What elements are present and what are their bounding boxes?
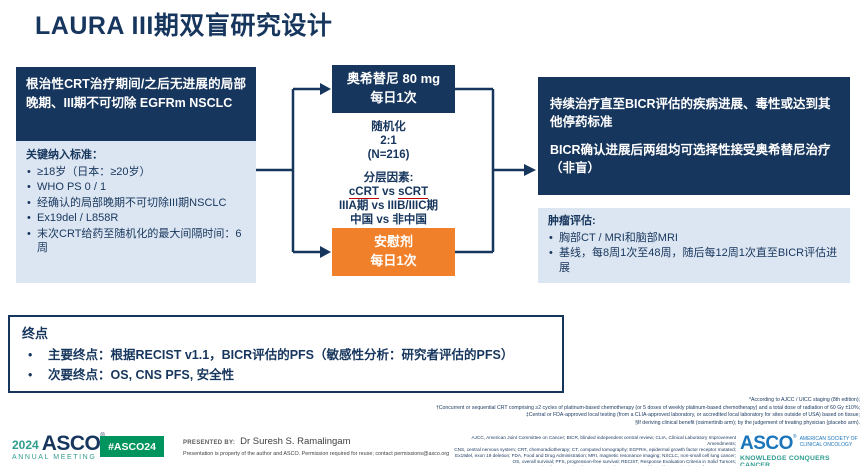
assessment-heading: 肿瘤评估:: [548, 215, 596, 227]
tumor-assessment-box: 肿瘤评估: 胸部CT / MRI和脑部MRI基线，每8周1次至48周，随后每12…: [538, 208, 850, 283]
criteria-item: 末次CRT给药至随机化的最大间隔时间：6周: [26, 227, 248, 256]
endpoints-heading: 终点: [22, 326, 49, 341]
stratification-text: 分层因素: cCRT vs sCRT IIIA期 vs IIIB/IIIC期 中…: [296, 171, 481, 227]
abbreviation-line: AJCC, American Joint Committee on Cancer…: [471, 435, 736, 447]
abbreviation-line: CNS, central nervous system; CRT, chemor…: [454, 447, 736, 453]
criteria-list: ≥18岁（日本：≥20岁）WHO PS 0 / 1经确认的局部晚期不可切除III…: [26, 165, 248, 256]
assessment-item: 基线，每8周1次至48周，随后每12周1次直至BICR评估进展: [548, 246, 842, 275]
criteria-item: 经确认的局部晚期不可切除III期NSCLC: [26, 196, 248, 211]
secondary-endpoint-label: 次要终点：: [48, 368, 111, 382]
criteria-item: ≥18岁（日本：≥20岁）: [26, 165, 248, 180]
inclusion-criteria-box: 关键纳入标准： ≥18岁（日本：≥20岁）WHO PS 0 / 1经确认的局部晚…: [16, 141, 256, 283]
placebo-arm-box: 安慰剂 每日1次: [332, 228, 455, 276]
asco-annual-meeting-logo: 2024 ASCO ® ANNUAL MEETING: [12, 433, 105, 461]
stratification-heading: 分层因素:: [363, 172, 414, 184]
secondary-endpoint-item: 次要终点：OS, CNS PFS, 安全性: [22, 365, 550, 385]
randomization-text: 随机化 2:1 (N=216): [296, 120, 481, 162]
population-box: 根治性CRT治疗期间/之后无进展的局部晚期、III期不可切除 EGFRm NSC…: [16, 67, 256, 141]
society-name-line1: AMERICAN SOCIETY OF: [799, 436, 858, 442]
primary-endpoint-label: 主要终点：: [48, 348, 111, 362]
footnote-line: §If deriving clinical benefit (osimertin…: [635, 419, 860, 426]
hashtag-badge: #ASCO24: [100, 436, 164, 457]
assessment-list: 胸部CT / MRI和脑部MRI基线，每8周1次至48周，随后每12周1次直至B…: [548, 231, 842, 276]
logo-asco-wordmark: ASCO: [41, 432, 101, 455]
osimertinib-line2: 每日1次: [370, 90, 417, 105]
stratification-region-line: 中国 vs 非中国: [350, 214, 427, 226]
placebo-line2: 每日1次: [370, 253, 417, 268]
logo-year: 2024: [12, 438, 39, 452]
randomization-n: (N=216): [367, 149, 410, 161]
presenter-name: Dr Suresh S. Ramalingam: [240, 436, 351, 447]
assessment-item: 胸部CT / MRI和脑部MRI: [548, 231, 842, 246]
stratification-stage-line: IIIA期 vs IIIB/IIIC期: [338, 200, 439, 212]
abbreviations-block: AJCC, American Joint Committee on Cancer…: [448, 435, 736, 466]
footnote-line: †Concurrent or sequential CRT comprising…: [435, 404, 860, 411]
abbreviation-line: OS, overall survival; PFS, progression-f…: [512, 459, 736, 465]
footnotes-list: *According to AJCC / UICC staging (8th e…: [390, 397, 860, 427]
abbreviation-line: Ex19del, exon 19 deletion; FDA, Food and…: [455, 453, 736, 459]
treatment-paragraph-2: BICR确认进展后两组均可选择性接受奥希替尼治疗（非盲）: [550, 142, 831, 175]
primary-endpoint-item: 主要终点：根据RECIST v1.1，BICR评估的PFS（敏感性分析：研究者评…: [22, 345, 550, 365]
page-title: LAURA III期双盲研究设计: [35, 12, 333, 40]
society-tagline: KNOWLEDGE CONQUERS CANCER: [740, 455, 830, 466]
randomization-line1: 随机化: [371, 121, 406, 133]
presented-by-label: PRESENTED BY:: [183, 440, 236, 446]
randomization-ratio: 2:1: [380, 135, 397, 147]
society-asco-wordmark: ASCO: [740, 433, 793, 454]
osimertinib-line1: 奥希替尼 80 mg: [346, 71, 441, 87]
endpoints-list: 主要终点：根据RECIST v1.1，BICR评估的PFS（敏感性分析：研究者评…: [22, 345, 550, 385]
footnotes: *According to AJCC / UICC staging (8th e…: [390, 397, 860, 427]
endpoints-box: 终点 主要终点：根据RECIST v1.1，BICR评估的PFS（敏感性分析：研…: [8, 315, 564, 393]
abbreviations-list: AJCC, American Joint Committee on Cancer…: [448, 435, 736, 466]
criteria-item: Ex19del / L858R: [26, 211, 248, 226]
placebo-line1: 安慰剂: [373, 234, 413, 250]
footnote-line: *According to AJCC / UICC staging (8th e…: [748, 397, 860, 403]
permission-note: Presentation is property of the author a…: [183, 451, 450, 457]
society-name: AMERICAN SOCIETY OF CLINICAL ONCOLOGY: [800, 436, 858, 453]
secondary-endpoint-text: OS, CNS PFS, 安全性: [110, 368, 235, 382]
primary-endpoint-text: 根据RECIST v1.1，BICR评估的PFS（敏感性分析：研究者评估的PFS…: [110, 348, 514, 362]
footnote-line: ‡Central or FDA-approved local testing (…: [525, 412, 860, 419]
registered-mark-icon: ®: [792, 434, 797, 440]
logo-annual-meeting: ANNUAL MEETING: [12, 454, 97, 461]
treatment-continuation-box: 持续治疗直至BICR评估的疾病进展、毒性或达到其他停药标准 BICR确认进展后两…: [538, 77, 850, 195]
criteria-heading: 关键纳入标准：: [26, 149, 103, 161]
criteria-item: WHO PS 0 / 1: [26, 180, 248, 195]
presenter-block: PRESENTED BY: Dr Suresh S. Ramalingam Pr…: [183, 436, 463, 457]
asco-society-logo: ASCO ® AMERICAN SOCIETY OF CLINICAL ONCO…: [740, 434, 862, 466]
stratification-crt-line: cCRT vs sCRT: [296, 185, 481, 199]
stratification-ccrt: cCRT: [348, 186, 379, 199]
osimertinib-arm-box: 奥希替尼 80 mg 每日1次: [332, 65, 455, 113]
stratification-vs: vs: [378, 186, 399, 198]
society-name-line2: CLINICAL ONCOLOGY: [799, 442, 853, 449]
treatment-paragraph-1: 持续治疗直至BICR评估的疾病进展、毒性或达到其他停药标准: [550, 97, 831, 130]
stratification-scrt: sCRT: [398, 186, 429, 199]
